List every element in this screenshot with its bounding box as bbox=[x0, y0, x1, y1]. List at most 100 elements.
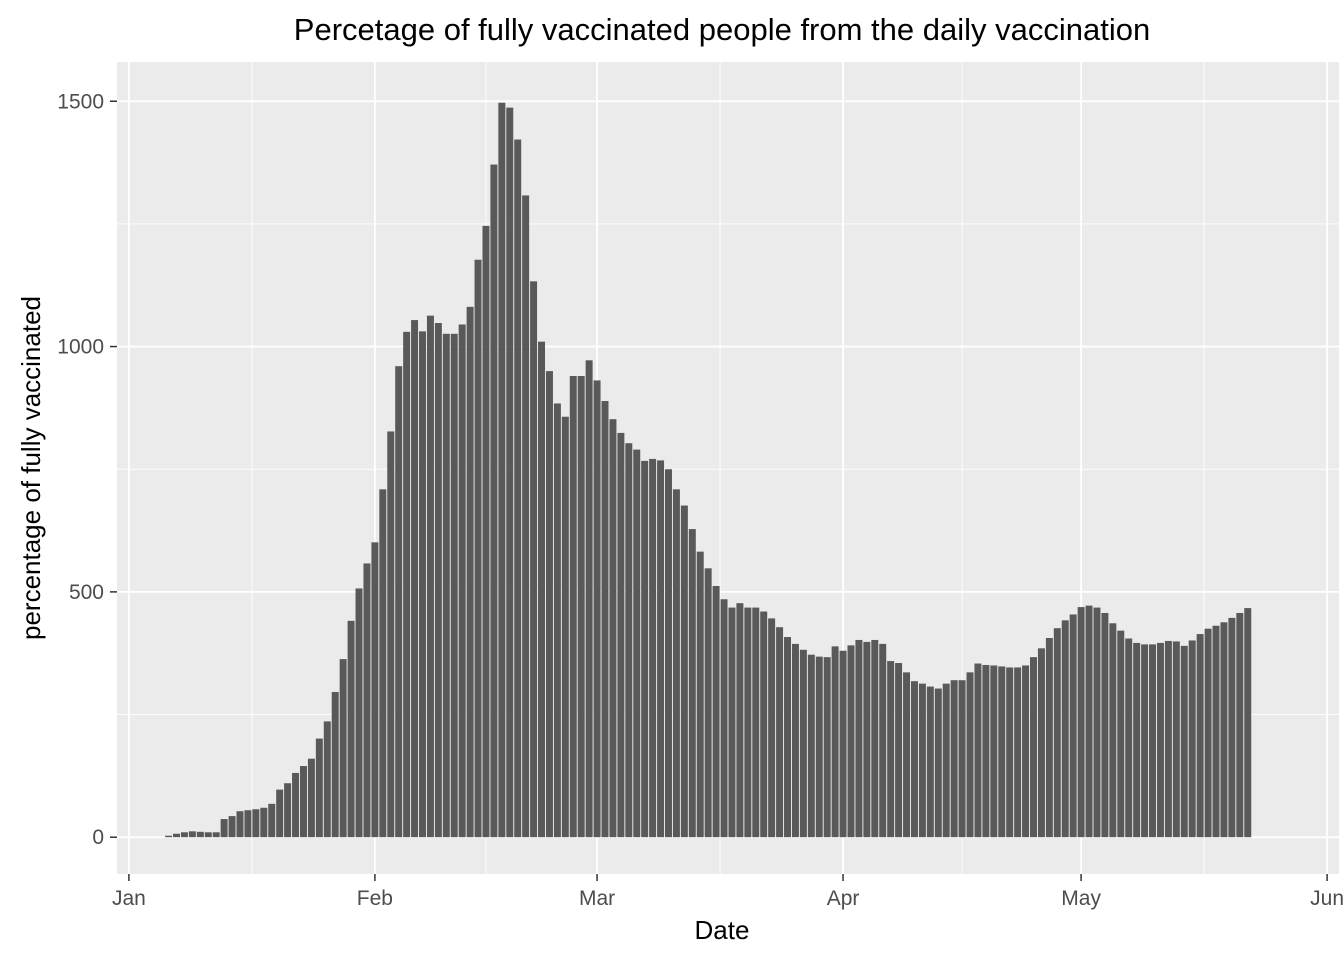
bar bbox=[299, 766, 307, 838]
bar bbox=[791, 643, 799, 838]
bar bbox=[165, 835, 173, 838]
bar bbox=[276, 789, 284, 838]
y-tick-label: 1500 bbox=[57, 90, 104, 113]
bar bbox=[212, 832, 220, 838]
bar bbox=[1204, 628, 1212, 838]
bar bbox=[823, 657, 831, 838]
bar bbox=[1093, 607, 1101, 838]
bar bbox=[347, 620, 355, 838]
bar bbox=[411, 320, 419, 838]
bar bbox=[1133, 642, 1141, 838]
bar bbox=[910, 681, 918, 838]
bar bbox=[434, 323, 442, 838]
bar bbox=[665, 469, 672, 838]
bar bbox=[236, 811, 244, 838]
bar bbox=[815, 656, 823, 838]
bar bbox=[895, 663, 903, 838]
bar bbox=[1045, 638, 1053, 838]
bar bbox=[379, 489, 387, 838]
bar bbox=[744, 607, 752, 838]
bar bbox=[228, 816, 236, 838]
bar bbox=[1014, 667, 1022, 838]
bar bbox=[395, 366, 403, 838]
bar bbox=[887, 661, 895, 838]
bar bbox=[649, 458, 657, 838]
bar bbox=[522, 195, 530, 838]
bar bbox=[1030, 657, 1037, 838]
bar bbox=[466, 306, 474, 838]
bar bbox=[768, 618, 776, 838]
bar bbox=[1061, 620, 1069, 838]
bar bbox=[934, 688, 942, 838]
bar bbox=[1109, 623, 1117, 838]
bar bbox=[419, 331, 426, 838]
bar bbox=[458, 324, 466, 838]
bar bbox=[688, 529, 696, 838]
bar bbox=[974, 663, 982, 838]
bar bbox=[355, 588, 363, 838]
bar bbox=[252, 809, 260, 838]
bar bbox=[1077, 607, 1085, 838]
bar bbox=[220, 819, 228, 838]
bar bbox=[1164, 640, 1172, 838]
bar bbox=[1125, 638, 1133, 838]
bar bbox=[315, 738, 323, 838]
bar bbox=[307, 758, 315, 838]
bar bbox=[807, 654, 815, 838]
bar bbox=[926, 686, 934, 838]
bar bbox=[538, 341, 546, 838]
bar bbox=[569, 376, 577, 838]
bar bbox=[561, 416, 569, 838]
bar bbox=[1022, 665, 1030, 838]
bar bbox=[958, 680, 966, 838]
bar bbox=[331, 691, 339, 838]
bar bbox=[712, 586, 720, 838]
bar bbox=[1141, 644, 1149, 838]
bar bbox=[1212, 625, 1220, 838]
bar bbox=[720, 599, 728, 838]
bar bbox=[609, 419, 617, 838]
bar bbox=[498, 102, 506, 838]
bar bbox=[363, 563, 371, 838]
bar bbox=[545, 371, 553, 838]
bar bbox=[1244, 608, 1252, 838]
bar bbox=[871, 639, 879, 838]
bar bbox=[879, 643, 887, 838]
bar bbox=[680, 505, 688, 838]
bar bbox=[831, 646, 839, 838]
bar bbox=[736, 603, 744, 838]
bar bbox=[942, 683, 950, 838]
y-axis-title: percentage of fully vaccinated bbox=[16, 296, 46, 640]
bar bbox=[1006, 667, 1014, 838]
bar bbox=[625, 443, 633, 838]
bar bbox=[1220, 622, 1228, 838]
y-tick-label: 0 bbox=[92, 826, 104, 849]
bar bbox=[1037, 648, 1045, 838]
bar bbox=[672, 489, 680, 838]
bar bbox=[633, 449, 641, 838]
y-tick-label: 500 bbox=[69, 581, 104, 604]
bar bbox=[1053, 628, 1061, 838]
x-tick-label: Feb bbox=[357, 887, 393, 910]
x-tick-label: Apr bbox=[827, 887, 860, 910]
bar bbox=[641, 460, 649, 838]
bar bbox=[1085, 605, 1093, 838]
bar bbox=[855, 639, 863, 838]
bar bbox=[1149, 644, 1157, 838]
bar bbox=[760, 611, 768, 838]
bar bbox=[323, 721, 331, 838]
bar bbox=[442, 333, 450, 838]
bar bbox=[1188, 640, 1196, 838]
bar bbox=[1236, 612, 1244, 838]
bar bbox=[728, 607, 736, 838]
bar bbox=[617, 432, 625, 838]
bar bbox=[553, 403, 561, 838]
bar bbox=[657, 460, 665, 838]
x-tick-label: Mar bbox=[579, 887, 615, 910]
bar bbox=[1196, 634, 1204, 838]
bar bbox=[180, 832, 188, 838]
bar bbox=[784, 637, 791, 838]
bar bbox=[1228, 617, 1236, 838]
